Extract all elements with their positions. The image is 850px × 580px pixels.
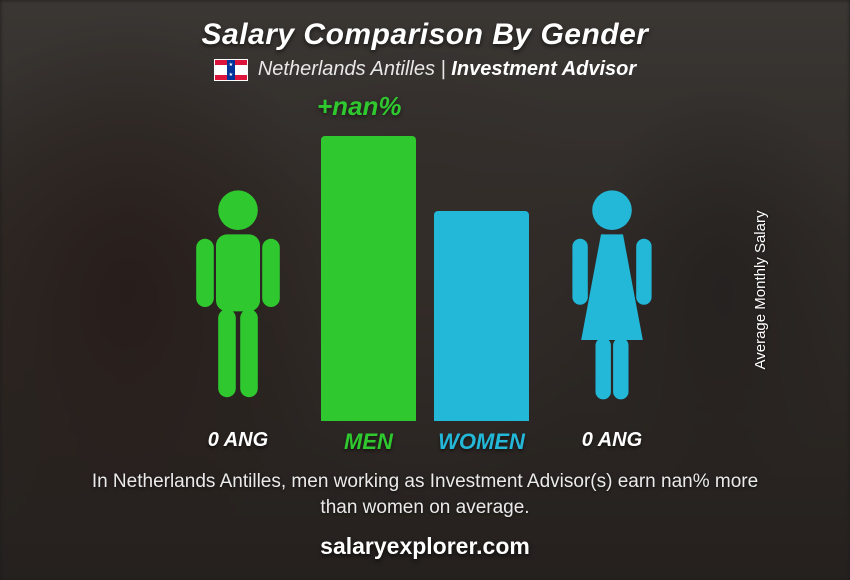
chart-area: +nan% xyxy=(115,91,735,421)
country-label: Netherlands Antilles xyxy=(258,58,435,80)
chart-row xyxy=(173,136,677,421)
caption-text: In Netherlands Antilles, men working as … xyxy=(75,469,775,520)
y-axis-label: Average Monthly Salary xyxy=(752,211,769,370)
footer-brand: salaryexplorer.com xyxy=(320,533,530,560)
women-bar-label: WOMEN xyxy=(434,429,529,455)
subtitle-text: Netherlands Antilles | Investment Adviso… xyxy=(258,58,636,81)
labels-row: 0 ANG MEN WOMEN 0 ANG xyxy=(115,429,735,455)
job-label: Investment Advisor xyxy=(451,58,636,80)
men-value-label: 0 ANG xyxy=(173,429,303,455)
men-bar xyxy=(321,136,416,421)
flag-icon: ★ ★ xyxy=(214,59,248,81)
female-figure-icon xyxy=(547,171,677,421)
subtitle-row: ★ ★ Netherlands Antilles | Investment Ad… xyxy=(214,58,636,81)
women-bar xyxy=(434,211,529,421)
women-value-label: 0 ANG xyxy=(547,429,677,455)
content-wrapper: Salary Comparison By Gender ★ ★ Netherla… xyxy=(0,0,850,580)
pct-diff-label: +nan% xyxy=(317,91,402,122)
male-figure-icon xyxy=(173,171,303,421)
separator: | xyxy=(441,58,446,80)
page-title: Salary Comparison By Gender xyxy=(202,18,649,52)
men-bar-label: MEN xyxy=(321,429,416,455)
